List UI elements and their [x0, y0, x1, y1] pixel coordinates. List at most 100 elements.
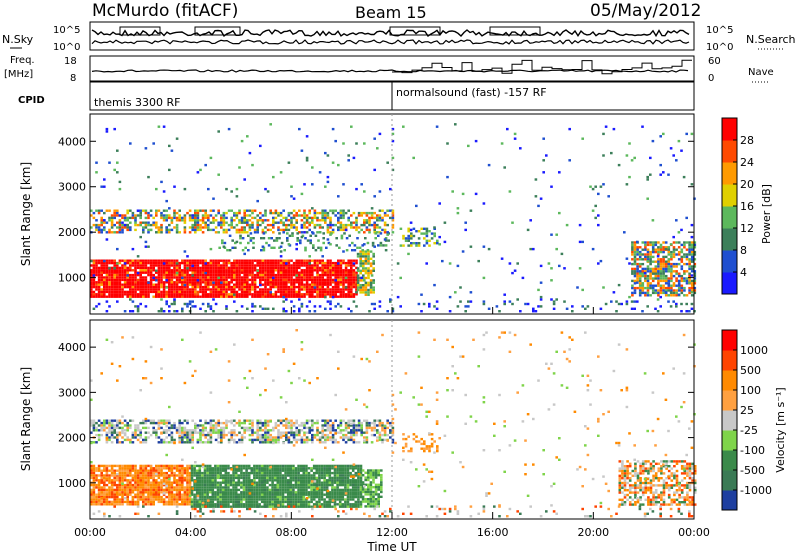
power-cell	[266, 278, 270, 282]
power-cell	[685, 310, 688, 313]
power-cell	[361, 244, 364, 247]
power-cell	[129, 290, 132, 294]
power-cell	[222, 278, 226, 282]
power-cell	[659, 260, 663, 263]
power-cell	[201, 295, 205, 298]
power-cell	[253, 305, 257, 308]
power-cell	[155, 259, 158, 262]
power-cell	[201, 290, 205, 294]
power-cell	[207, 187, 210, 191]
power-cell	[300, 269, 304, 272]
power-cell	[136, 223, 140, 227]
power-cell	[118, 293, 122, 296]
power-cell	[269, 269, 272, 272]
velocity-cell	[281, 498, 285, 501]
power-cell	[329, 295, 332, 298]
power-cell	[321, 226, 324, 229]
power-cell	[356, 255, 360, 258]
power-cell	[321, 276, 324, 279]
power-cell	[326, 293, 330, 296]
power-cell	[116, 226, 119, 229]
power-cell	[586, 305, 590, 308]
power-cell	[116, 281, 119, 284]
power-cell	[207, 219, 210, 222]
velocity-cell	[328, 495, 332, 499]
power-cell	[446, 142, 449, 145]
power-cell	[118, 221, 122, 224]
velocity-cell	[121, 486, 124, 489]
power-cell	[688, 289, 691, 292]
power-cell	[313, 266, 317, 270]
power-cell	[103, 211, 106, 215]
power-cell	[399, 244, 403, 247]
power-cell	[358, 246, 362, 249]
velocity-cell	[279, 486, 282, 489]
power-cell	[300, 288, 304, 291]
power-cell	[633, 246, 637, 249]
power-cell	[693, 279, 697, 283]
velocity-cell	[126, 481, 129, 484]
power-cell	[225, 290, 228, 294]
power-cell	[524, 302, 527, 306]
velocity-cell	[139, 479, 142, 482]
velocity-cell	[105, 503, 109, 506]
power-cell	[131, 281, 135, 284]
velocity-cell	[302, 495, 306, 499]
power-cell	[321, 264, 324, 267]
power-cell	[287, 276, 291, 279]
power-cell	[305, 288, 309, 291]
velocity-cell	[247, 471, 251, 475]
velocity-cell	[318, 469, 321, 472]
power-cell	[295, 293, 298, 296]
power-cell	[110, 223, 114, 227]
velocity-cell	[284, 469, 287, 472]
velocity-cell	[170, 474, 174, 477]
velocity-cell	[211, 467, 215, 470]
velocity-cell	[173, 464, 176, 468]
power-cell	[356, 237, 359, 240]
power-cell	[233, 269, 236, 272]
power-cell	[316, 295, 319, 298]
velocity-cell	[237, 479, 241, 482]
power-cell	[545, 154, 548, 157]
power-cell	[690, 258, 694, 261]
power-cell	[367, 274, 370, 277]
velocity-cell	[214, 471, 217, 475]
velocity-cell	[186, 467, 189, 470]
power-cell	[690, 279, 694, 283]
velocity-cell	[292, 483, 295, 487]
power-cell	[649, 258, 652, 261]
velocity-cell	[173, 493, 176, 496]
power-cell	[178, 295, 181, 298]
velocity-cell	[201, 483, 204, 487]
velocity-cell	[323, 486, 326, 489]
power-cell	[108, 276, 111, 279]
velocity-cell	[144, 464, 148, 468]
power-cell	[285, 283, 288, 286]
velocity-cell	[173, 500, 176, 504]
power-cell	[131, 295, 135, 298]
power-cell	[157, 310, 161, 313]
power-cell	[363, 142, 366, 145]
power-cell	[246, 307, 249, 310]
power-cell	[591, 247, 595, 251]
power-cell	[170, 273, 174, 277]
power-cell	[342, 288, 345, 291]
power-cell	[212, 259, 215, 262]
power-cell	[266, 269, 270, 272]
velocity-cell	[131, 479, 135, 482]
power-cell	[641, 248, 645, 251]
power-cell	[688, 253, 691, 256]
power-cell	[110, 259, 114, 262]
power-cell	[693, 289, 697, 292]
velocity-cell	[310, 500, 313, 504]
power-cell	[415, 242, 418, 245]
power-cell	[646, 279, 650, 283]
velocity-cell	[126, 503, 129, 506]
nsky-box	[194, 26, 241, 36]
power-cell	[329, 290, 332, 294]
power-cell	[201, 226, 205, 229]
velocity-cell	[268, 493, 272, 496]
power-cell	[339, 228, 343, 232]
power-cell	[251, 276, 254, 279]
